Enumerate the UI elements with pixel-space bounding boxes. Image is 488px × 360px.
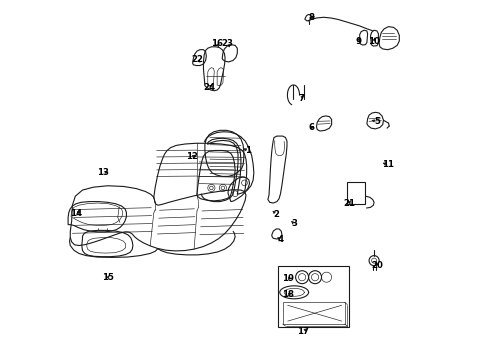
- Text: 8: 8: [308, 13, 314, 22]
- Text: 11: 11: [382, 161, 394, 169]
- Text: 7: 7: [297, 94, 304, 103]
- Text: 4: 4: [277, 235, 283, 244]
- Text: 15: 15: [102, 274, 113, 282]
- Text: 3: 3: [290, 219, 297, 228]
- Text: 5: 5: [374, 117, 380, 126]
- Text: 19: 19: [281, 274, 293, 283]
- Text: 23: 23: [221, 39, 233, 48]
- Text: 18: 18: [281, 290, 293, 299]
- Text: 14: 14: [70, 209, 82, 217]
- Text: 17: 17: [297, 327, 309, 336]
- Text: 1: 1: [244, 146, 250, 155]
- Text: 16: 16: [211, 40, 223, 49]
- Text: 10: 10: [367, 37, 379, 46]
- Text: 6: 6: [307, 123, 313, 132]
- Text: 21: 21: [342, 199, 354, 208]
- Text: 9: 9: [355, 37, 361, 46]
- Text: 2: 2: [273, 210, 279, 219]
- Text: 20: 20: [371, 261, 383, 270]
- Text: 22: 22: [191, 55, 203, 63]
- Text: 24: 24: [203, 83, 215, 92]
- Text: 12: 12: [185, 153, 198, 161]
- Text: 13: 13: [97, 168, 109, 177]
